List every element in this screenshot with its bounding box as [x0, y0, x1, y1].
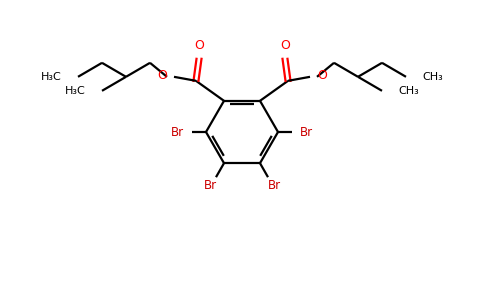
Text: Br: Br — [300, 125, 313, 139]
Text: H₃C: H₃C — [41, 72, 62, 82]
Text: O: O — [280, 39, 290, 52]
Text: O: O — [194, 39, 204, 52]
Text: CH₃: CH₃ — [422, 72, 443, 82]
Text: Br: Br — [268, 179, 281, 192]
Text: Br: Br — [203, 179, 216, 192]
Text: O: O — [157, 69, 167, 82]
Text: CH₃: CH₃ — [398, 86, 419, 96]
Text: Br: Br — [171, 125, 184, 139]
Text: O: O — [317, 69, 327, 82]
Text: H₃C: H₃C — [65, 86, 86, 96]
